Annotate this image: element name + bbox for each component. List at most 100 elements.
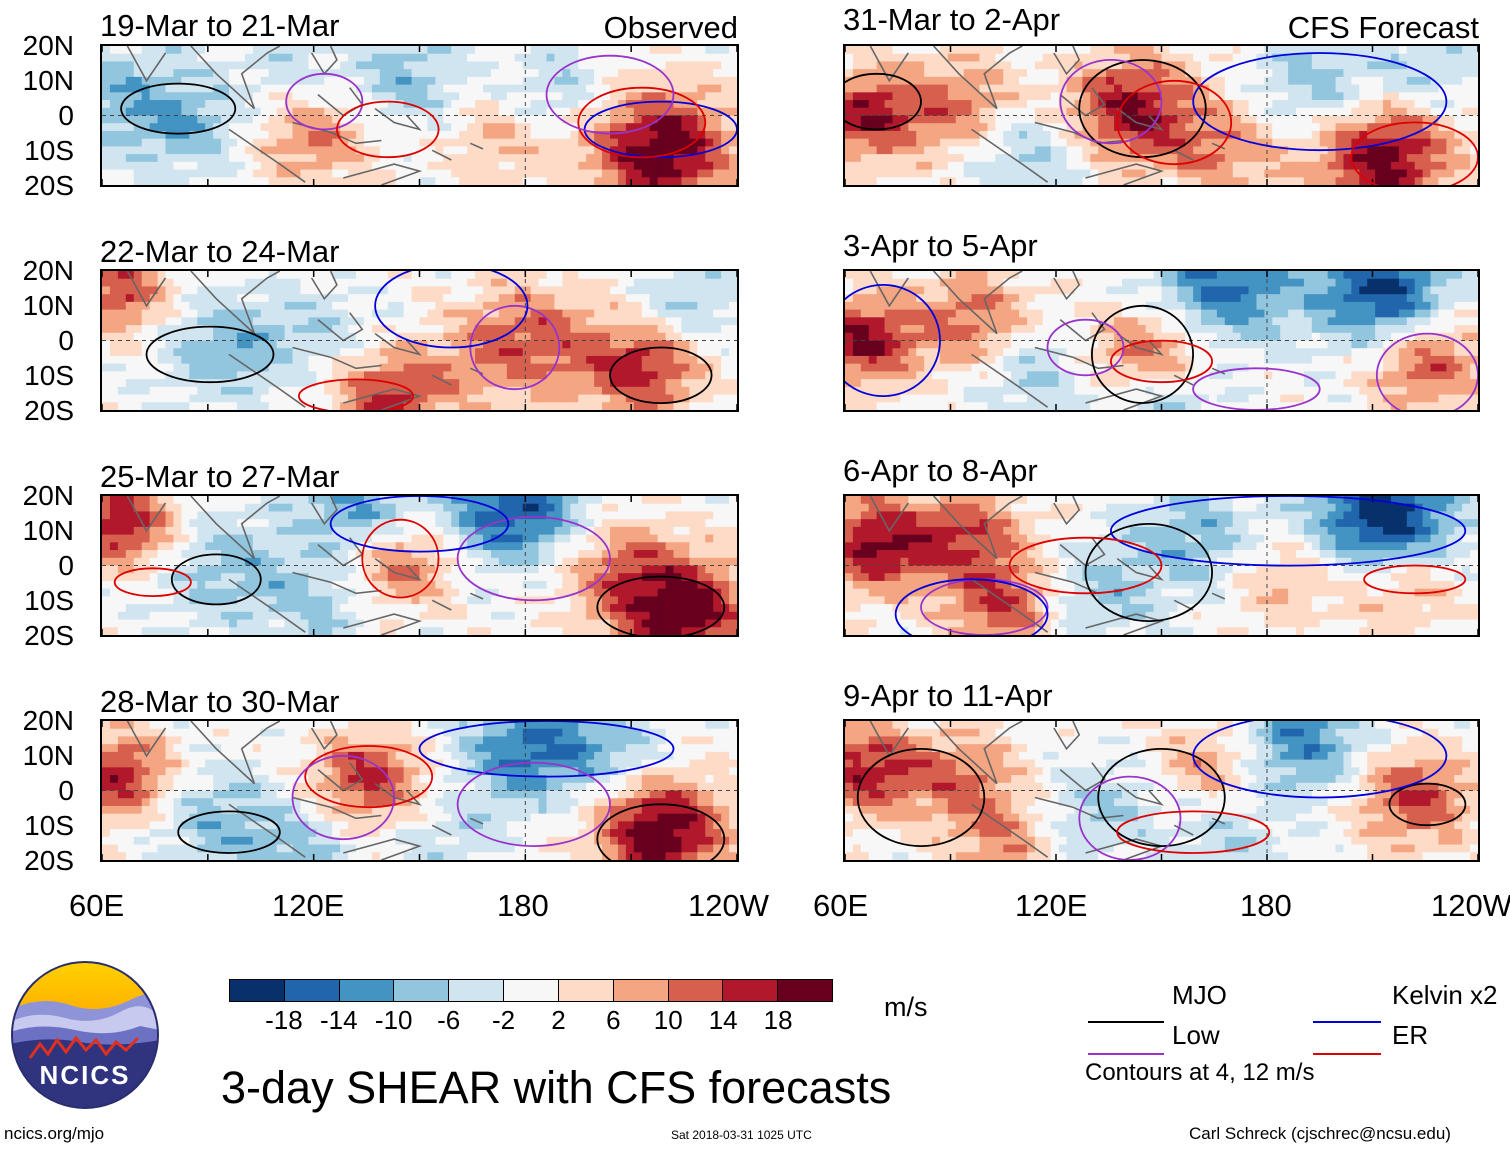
colorbar-swatch	[283, 980, 339, 1001]
coastline	[469, 817, 484, 825]
lon-label: 120E	[1015, 888, 1088, 923]
lat-label: 10S	[24, 810, 74, 841]
lon-label: 60E	[813, 888, 869, 923]
lat-label: 10N	[22, 290, 74, 321]
footer-url[interactable]: ncics.org/mjo	[4, 1124, 105, 1143]
logo-text: NCICS	[40, 1060, 131, 1090]
coastline	[933, 271, 1023, 335]
colorbar	[229, 979, 833, 1002]
wave-contour	[1110, 496, 1467, 567]
wave-contour	[336, 100, 440, 159]
lat-label: 10S	[24, 585, 74, 616]
colorbar-label: 18	[763, 1005, 793, 1035]
coastline	[190, 46, 281, 110]
wave-contour	[304, 745, 434, 809]
coastline	[317, 762, 364, 792]
lat-label: 10N	[22, 65, 74, 96]
lat-label: 10S	[24, 360, 74, 391]
coastline	[1211, 817, 1226, 825]
coastline	[190, 496, 281, 560]
lat-label: 20N	[22, 705, 74, 736]
coastline	[292, 346, 382, 370]
colorbar-label: -2	[491, 1005, 516, 1035]
coastline	[431, 824, 452, 836]
lon-label: 180	[1240, 888, 1292, 923]
wave-contour	[1363, 564, 1467, 595]
coastline	[431, 374, 452, 386]
wave-contour	[177, 810, 281, 854]
lat-label: 20S	[24, 845, 74, 876]
panel-tag-forecast: CFS Forecast	[1287, 10, 1479, 45]
map-panel-8	[843, 719, 1480, 862]
panel-title-4: 28-Mar to 30-Mar	[100, 684, 340, 719]
wave-contour	[418, 721, 675, 778]
lon-label: 60E	[69, 888, 125, 923]
colorbar-label: -14	[320, 1005, 358, 1035]
shear-field-map	[845, 496, 1478, 635]
shear-field-map	[845, 46, 1478, 185]
coastline	[1059, 537, 1106, 567]
coastline	[126, 46, 167, 83]
colorbar-swatch	[557, 980, 613, 1001]
map-panel-7	[843, 494, 1480, 637]
coastline	[1059, 87, 1106, 117]
lat-label: 20S	[24, 395, 74, 426]
coastline	[310, 721, 338, 751]
coastline	[292, 571, 382, 595]
coastline	[1059, 762, 1106, 792]
map-panel-6	[843, 269, 1480, 412]
lat-label: 20N	[22, 255, 74, 286]
wave-contour	[596, 803, 726, 860]
coastline	[1034, 796, 1124, 820]
coastline	[310, 496, 338, 526]
coastline	[126, 271, 167, 308]
lon-label: 120E	[272, 888, 345, 923]
footer-timestamp: Sat 2018-03-31 1025 UTC	[671, 1128, 812, 1142]
lon-label: 180	[497, 888, 549, 923]
wave-contour	[1350, 121, 1478, 185]
lat-label: 10N	[22, 515, 74, 546]
wave-contour	[1097, 748, 1226, 847]
legend-line-kelvin	[1313, 1021, 1381, 1023]
coastline	[1211, 367, 1226, 375]
wave-contour	[545, 54, 675, 135]
wave-contour	[577, 86, 707, 159]
coastline	[431, 149, 452, 161]
colorbar-label: -18	[265, 1005, 303, 1035]
ncics-logo: NCICS	[10, 960, 160, 1110]
panel-title-8: 9-Apr to 11-Apr	[843, 678, 1053, 713]
map-panel-3	[100, 494, 739, 637]
lat-label: 10S	[24, 135, 74, 166]
footer-credit: Carl Schreck (cjschrec@ncsu.edu)	[1189, 1124, 1451, 1143]
coastline	[1053, 496, 1081, 526]
colorbar-swatch	[722, 980, 778, 1001]
coastline	[1053, 46, 1081, 76]
wave-contour	[894, 578, 1049, 635]
coastline	[343, 163, 423, 185]
legend-label-mjo: MJO	[1172, 980, 1227, 1010]
colorbar-label: -10	[374, 1005, 413, 1035]
lat-label: 0	[58, 100, 74, 131]
legend-line-mjo	[1088, 1021, 1164, 1023]
wave-contour	[1109, 339, 1213, 384]
wave-contour	[469, 304, 561, 391]
shear-field-map	[102, 721, 737, 860]
map-panel-2	[100, 269, 739, 412]
legend-label-low: Low	[1172, 1020, 1220, 1050]
map-panel-4	[100, 719, 739, 862]
wave-contour	[609, 346, 713, 404]
coastline	[1085, 613, 1165, 635]
lon-label: 120W	[688, 888, 769, 923]
wave-contour	[1116, 810, 1271, 854]
shear-field-map	[102, 271, 737, 410]
wave-contour	[845, 72, 922, 131]
map-panel-1	[100, 44, 739, 187]
wave-contour	[291, 754, 395, 841]
wave-contour	[456, 515, 611, 602]
coastline	[869, 496, 909, 533]
lat-label: 20N	[22, 480, 74, 511]
lon-label: 120W	[1431, 890, 1510, 921]
coastline	[869, 46, 909, 83]
colorbar-swatch	[393, 980, 449, 1001]
coastline	[317, 312, 364, 342]
